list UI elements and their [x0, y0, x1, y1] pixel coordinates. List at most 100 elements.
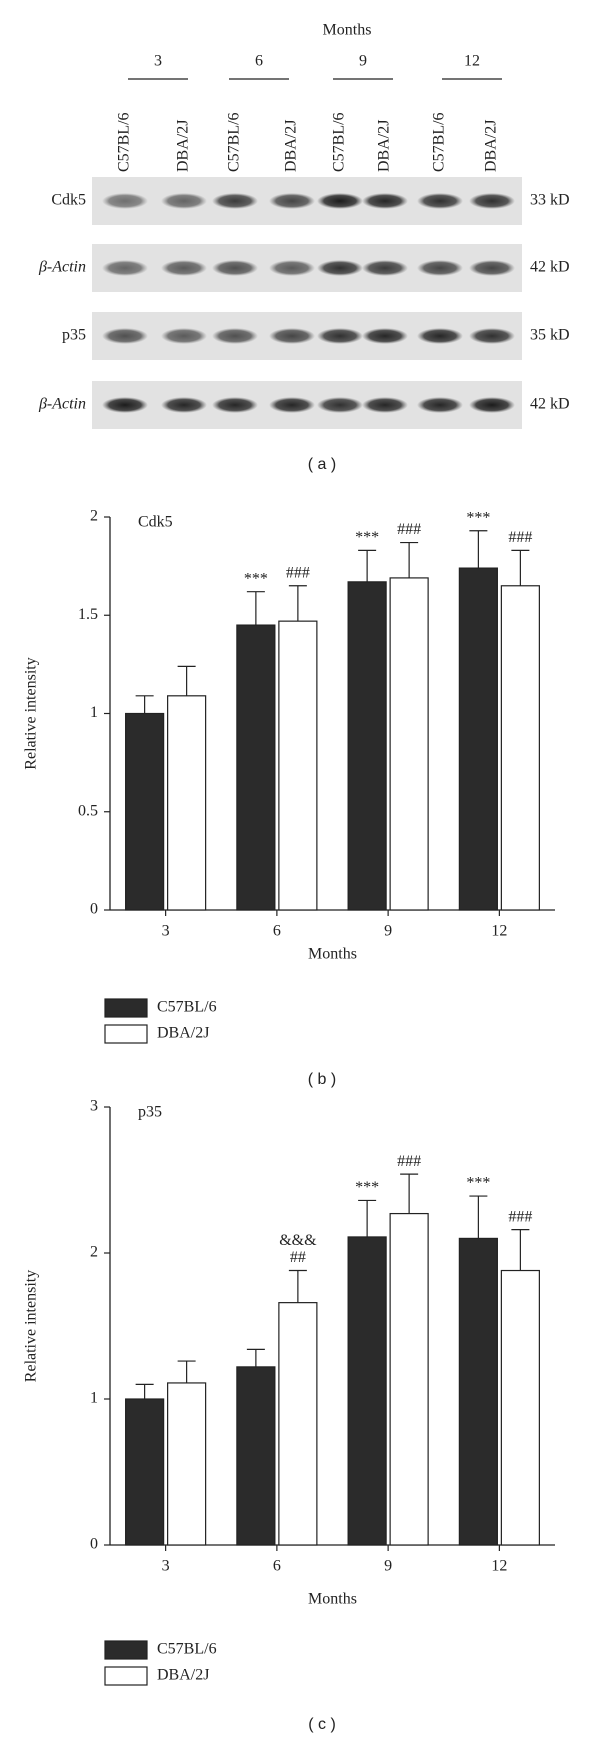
band — [269, 328, 315, 344]
legend-swatch — [104, 1024, 148, 1044]
band — [362, 397, 408, 413]
band — [102, 397, 148, 413]
row-size: 42 kD — [530, 396, 570, 413]
group-label: 3 — [154, 53, 162, 70]
significance-mark: ### — [397, 521, 421, 538]
bar — [458, 1237, 498, 1546]
y-tick-label: 0 — [90, 1536, 98, 1553]
y-tick-label: 1 — [90, 704, 98, 721]
y-tick-label: 3 — [90, 1098, 98, 1115]
panel-label: ( c ) — [308, 1716, 336, 1733]
row-size: 42 kD — [530, 259, 570, 276]
band — [102, 260, 148, 276]
x-tick-label: 3 — [162, 923, 170, 940]
bar — [167, 695, 207, 911]
y-tick-label: 1.5 — [78, 606, 98, 623]
x-tick-label: 9 — [384, 1558, 392, 1575]
lane-label: DBA/2J — [483, 120, 500, 172]
bar — [347, 1236, 387, 1546]
panel-label: ( b ) — [308, 1071, 336, 1088]
band — [269, 193, 315, 209]
bar — [125, 712, 165, 911]
significance-mark: &&& — [279, 1232, 317, 1249]
y-tick-label: 1 — [90, 1390, 98, 1407]
y-tick-label: 0.5 — [78, 802, 98, 819]
bar — [236, 624, 276, 911]
x-tick-label: 12 — [491, 923, 507, 940]
legend-swatch — [104, 1640, 148, 1660]
x-tick-label: 6 — [273, 1558, 281, 1575]
band — [161, 193, 207, 209]
band — [102, 193, 148, 209]
significance-mark: ## — [290, 1249, 306, 1266]
y-tick-label: 0 — [90, 901, 98, 918]
band — [362, 193, 408, 209]
y-axis-label: Relative intensity — [23, 657, 40, 769]
x-axis-label: Months — [308, 1591, 357, 1608]
significance-mark: *** — [355, 529, 379, 546]
bar — [278, 620, 318, 911]
significance-mark: ### — [397, 1153, 421, 1170]
band — [317, 260, 363, 276]
band — [102, 328, 148, 344]
significance-mark: *** — [355, 1179, 379, 1196]
band — [212, 397, 258, 413]
legend-label: DBA/2J — [157, 1025, 209, 1042]
row-size: 33 kD — [530, 192, 570, 209]
bar — [278, 1302, 318, 1546]
lane-label: C57BL/6 — [431, 112, 448, 172]
band — [362, 260, 408, 276]
band — [417, 328, 463, 344]
band — [161, 260, 207, 276]
legend-label: C57BL/6 — [157, 999, 217, 1016]
significance-mark: ### — [508, 529, 532, 546]
y-tick-label: 2 — [90, 1244, 98, 1261]
band — [161, 328, 207, 344]
bar — [125, 1398, 165, 1546]
bar — [500, 585, 540, 911]
bar — [236, 1366, 276, 1546]
panel-label: ( a ) — [308, 456, 336, 473]
x-axis-label: Months — [308, 946, 357, 963]
chart-title: p35 — [138, 1104, 162, 1121]
band — [469, 397, 515, 413]
x-tick-label: 12 — [491, 1558, 507, 1575]
y-axis-label: Relative intensity — [23, 1270, 40, 1382]
significance-mark: ### — [508, 1208, 532, 1225]
band — [317, 193, 363, 209]
lane-label: DBA/2J — [376, 120, 393, 172]
row-label: Cdk5 — [51, 192, 86, 209]
band — [417, 260, 463, 276]
bar — [167, 1382, 207, 1546]
y-tick-label: 2 — [90, 508, 98, 525]
chart-title: Cdk5 — [138, 514, 173, 531]
band — [212, 328, 258, 344]
band — [269, 397, 315, 413]
significance-mark: *** — [466, 509, 490, 526]
band — [212, 260, 258, 276]
bar — [389, 577, 429, 911]
lane-label: DBA/2J — [175, 120, 192, 172]
row-label: β-Actin — [38, 259, 86, 276]
bar — [347, 581, 387, 911]
significance-mark: *** — [466, 1175, 490, 1192]
row-label: p35 — [62, 327, 86, 344]
x-tick-label: 3 — [162, 1558, 170, 1575]
group-label: 6 — [255, 53, 263, 70]
legend-label: C57BL/6 — [157, 1641, 217, 1658]
bar — [389, 1212, 429, 1546]
lane-label: C57BL/6 — [331, 112, 348, 172]
band — [362, 328, 408, 344]
row-label: β-Actin — [38, 396, 86, 413]
legend-swatch — [104, 998, 148, 1018]
significance-mark: *** — [244, 570, 268, 587]
band — [469, 193, 515, 209]
x-tick-label: 9 — [384, 923, 392, 940]
lane-label: C57BL/6 — [226, 112, 243, 172]
group-label: 9 — [359, 53, 367, 70]
bar — [458, 567, 498, 911]
band — [269, 260, 315, 276]
legend-swatch — [104, 1666, 148, 1686]
band — [469, 328, 515, 344]
